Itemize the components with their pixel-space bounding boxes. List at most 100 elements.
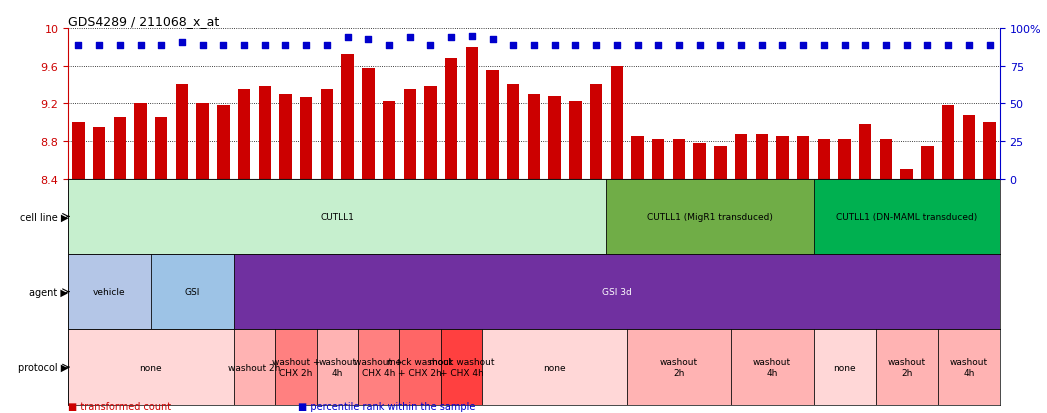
Bar bbox=[652, 140, 665, 179]
Bar bbox=[839, 140, 851, 179]
Point bbox=[236, 43, 252, 49]
Point bbox=[505, 43, 521, 49]
FancyBboxPatch shape bbox=[233, 330, 275, 405]
Bar bbox=[320, 90, 333, 179]
Bar bbox=[900, 170, 913, 179]
Text: washout
4h: washout 4h bbox=[950, 358, 988, 377]
Text: protocol ▶: protocol ▶ bbox=[18, 362, 68, 372]
Text: cell line ▶: cell line ▶ bbox=[20, 212, 68, 222]
Bar bbox=[921, 146, 934, 179]
Point bbox=[297, 43, 314, 49]
Bar bbox=[631, 137, 644, 179]
Bar bbox=[942, 106, 954, 179]
Point bbox=[691, 43, 708, 49]
Point bbox=[401, 35, 418, 42]
Bar bbox=[797, 137, 809, 179]
Point bbox=[70, 43, 87, 49]
Point bbox=[567, 43, 584, 49]
Point bbox=[132, 43, 149, 49]
FancyBboxPatch shape bbox=[606, 179, 814, 254]
Bar bbox=[217, 106, 229, 179]
Text: GDS4289 / 211068_x_at: GDS4289 / 211068_x_at bbox=[68, 15, 219, 28]
Point bbox=[111, 43, 128, 49]
Bar bbox=[238, 90, 250, 179]
Bar bbox=[962, 115, 975, 179]
Point bbox=[484, 37, 500, 43]
Text: none: none bbox=[833, 363, 855, 372]
Bar bbox=[176, 85, 188, 179]
FancyBboxPatch shape bbox=[627, 330, 731, 405]
Bar bbox=[424, 87, 437, 179]
Point bbox=[754, 43, 771, 49]
Point bbox=[816, 43, 832, 49]
Bar bbox=[756, 135, 767, 179]
Point bbox=[381, 43, 398, 49]
Point bbox=[318, 43, 335, 49]
Bar bbox=[155, 118, 168, 179]
Point bbox=[422, 43, 439, 49]
Bar bbox=[466, 47, 478, 179]
Bar bbox=[134, 104, 147, 179]
Bar bbox=[259, 87, 271, 179]
Text: ■ transformed count: ■ transformed count bbox=[68, 401, 171, 411]
Point bbox=[464, 33, 481, 40]
Point bbox=[587, 43, 604, 49]
Point bbox=[919, 43, 936, 49]
Text: CUTLL1 (MigR1 transduced): CUTLL1 (MigR1 transduced) bbox=[647, 212, 773, 221]
Point bbox=[526, 43, 542, 49]
Text: washout
2h: washout 2h bbox=[888, 358, 926, 377]
Bar bbox=[300, 97, 312, 179]
FancyBboxPatch shape bbox=[68, 254, 151, 330]
Point bbox=[877, 43, 894, 49]
Point bbox=[360, 37, 377, 43]
Point bbox=[795, 43, 811, 49]
Point bbox=[195, 43, 211, 49]
Text: washout +
CHX 2h: washout + CHX 2h bbox=[271, 358, 320, 377]
Text: washout
4h: washout 4h bbox=[753, 358, 792, 377]
Text: none: none bbox=[543, 363, 566, 372]
FancyBboxPatch shape bbox=[68, 330, 233, 405]
Bar bbox=[610, 66, 623, 179]
Bar bbox=[72, 123, 85, 179]
FancyBboxPatch shape bbox=[814, 179, 1000, 254]
Text: CUTLL1 (DN-MAML transduced): CUTLL1 (DN-MAML transduced) bbox=[837, 212, 977, 221]
Point bbox=[837, 43, 853, 49]
Point bbox=[712, 43, 729, 49]
Point bbox=[277, 43, 294, 49]
Bar bbox=[693, 144, 706, 179]
FancyBboxPatch shape bbox=[316, 330, 358, 405]
Bar bbox=[549, 97, 561, 179]
FancyBboxPatch shape bbox=[68, 179, 606, 254]
FancyBboxPatch shape bbox=[483, 330, 627, 405]
Point bbox=[940, 43, 957, 49]
Text: CUTLL1: CUTLL1 bbox=[320, 212, 354, 221]
Point bbox=[257, 43, 273, 49]
FancyBboxPatch shape bbox=[233, 254, 1000, 330]
Point bbox=[629, 43, 646, 49]
Point bbox=[856, 43, 873, 49]
Bar bbox=[818, 140, 830, 179]
Point bbox=[960, 43, 977, 49]
Bar bbox=[879, 140, 892, 179]
Point bbox=[608, 43, 625, 49]
Bar bbox=[776, 137, 788, 179]
FancyBboxPatch shape bbox=[151, 254, 233, 330]
Bar bbox=[197, 104, 208, 179]
FancyBboxPatch shape bbox=[731, 330, 814, 405]
Bar bbox=[860, 125, 871, 179]
Bar bbox=[983, 123, 996, 179]
Point bbox=[547, 43, 563, 49]
Bar bbox=[383, 101, 395, 179]
Bar bbox=[403, 90, 416, 179]
Text: none: none bbox=[139, 363, 162, 372]
Point bbox=[774, 43, 790, 49]
Bar bbox=[114, 118, 126, 179]
Text: washout
2h: washout 2h bbox=[660, 358, 698, 377]
Text: agent ▶: agent ▶ bbox=[29, 287, 68, 297]
Bar bbox=[570, 102, 581, 179]
Text: washout +
CHX 4h: washout + CHX 4h bbox=[355, 358, 403, 377]
Text: vehicle: vehicle bbox=[93, 287, 126, 297]
Point bbox=[650, 43, 667, 49]
Text: washout 2h: washout 2h bbox=[228, 363, 281, 372]
Bar bbox=[589, 85, 602, 179]
